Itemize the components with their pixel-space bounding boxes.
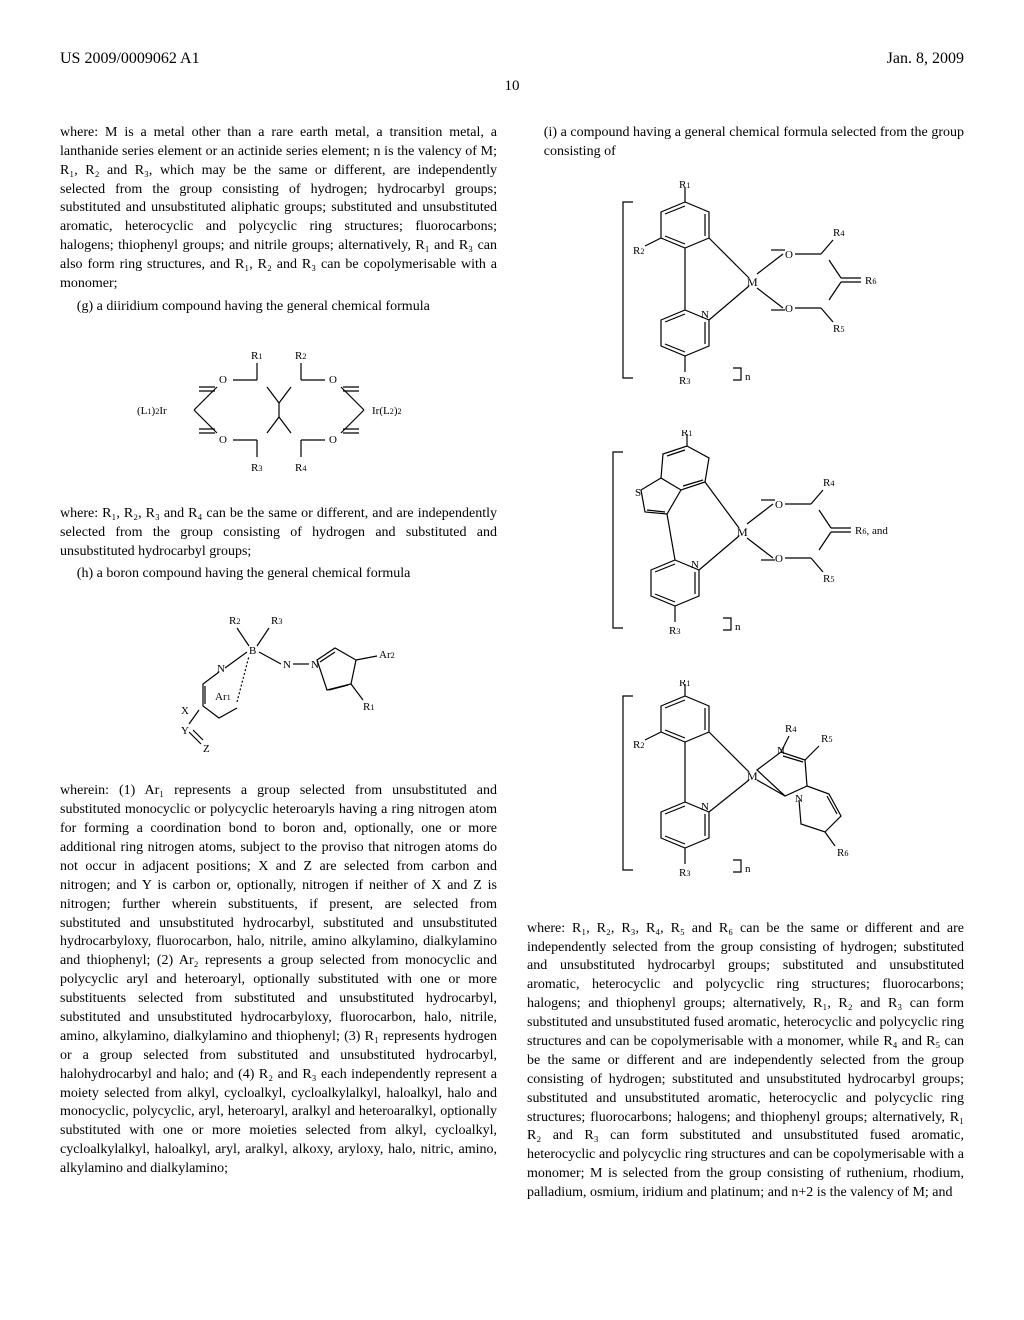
svg-text:R1: R1 bbox=[681, 430, 692, 439]
svg-text:R4: R4 bbox=[833, 227, 844, 239]
svg-text:R1: R1 bbox=[251, 350, 262, 362]
svg-text:N: N bbox=[283, 659, 291, 671]
svg-text:R3: R3 bbox=[679, 867, 690, 879]
svg-text:R4: R4 bbox=[823, 477, 834, 489]
svg-text:R3: R3 bbox=[271, 615, 282, 627]
doc-number: US 2009/0009062 A1 bbox=[60, 48, 200, 70]
figure-complex-3: R1 R2 R3 R4 R5 R6 M N N N n bbox=[527, 680, 964, 900]
svg-text:R3: R3 bbox=[679, 375, 690, 387]
svg-text:N: N bbox=[217, 663, 225, 675]
svg-text:M: M bbox=[737, 525, 748, 539]
svg-text:O: O bbox=[219, 434, 227, 446]
para-i-where: where: R₁, R₂, R₃, R₄, R₅ and R₆ can be … bbox=[527, 920, 964, 1203]
svg-text:O: O bbox=[775, 499, 783, 511]
clause-i: (i) a compound having a general chemical… bbox=[527, 124, 964, 162]
svg-text:O: O bbox=[785, 303, 793, 315]
svg-text:O: O bbox=[775, 553, 783, 565]
para-f-where: where: M is a metal other than a rare ea… bbox=[60, 124, 497, 294]
svg-text:N: N bbox=[777, 745, 785, 757]
svg-text:R6: R6 bbox=[865, 275, 876, 287]
para-g-where: where: R₁, R₂, R₃ and R₄ can be the same… bbox=[60, 505, 497, 562]
figure-diiridium: (L1)2Ir Ir(L2)2 O O O O R1 R2 R3 R4 bbox=[60, 335, 497, 485]
svg-text:O: O bbox=[329, 374, 337, 386]
svg-text:R1: R1 bbox=[363, 701, 374, 713]
page-header: US 2009/0009062 A1 Jan. 8, 2009 bbox=[60, 48, 964, 70]
svg-text:n: n bbox=[745, 371, 751, 383]
columns-wrapper: where: M is a metal other than a rare ea… bbox=[60, 124, 964, 1207]
svg-text:R3: R3 bbox=[251, 462, 262, 474]
svg-text:O: O bbox=[785, 249, 793, 261]
svg-text:n: n bbox=[735, 621, 741, 633]
svg-text:Ir(L2)2: Ir(L2)2 bbox=[372, 405, 402, 417]
svg-text:N: N bbox=[795, 793, 803, 805]
svg-text:B: B bbox=[249, 645, 256, 657]
svg-text:R1: R1 bbox=[679, 680, 690, 689]
svg-text:N: N bbox=[701, 309, 709, 321]
svg-text:R4: R4 bbox=[295, 462, 306, 474]
svg-text:Z: Z bbox=[203, 743, 210, 755]
svg-text:R4: R4 bbox=[785, 723, 796, 735]
svg-text:S: S bbox=[635, 487, 641, 499]
svg-text:n: n bbox=[745, 863, 751, 875]
svg-text:R5: R5 bbox=[833, 323, 844, 335]
right-column: (i) a compound having a general chemical… bbox=[527, 124, 964, 1207]
svg-text:R3: R3 bbox=[669, 625, 680, 637]
svg-text:(L1)2Ir: (L1)2Ir bbox=[137, 405, 167, 417]
svg-text:O: O bbox=[329, 434, 337, 446]
para-h-where: wherein: (1) Ar₁ represents a group sele… bbox=[60, 782, 497, 1179]
figure-complex-1: R1 R2 R3 R4 R5 R6 M N O O n bbox=[527, 180, 964, 410]
svg-text:N: N bbox=[701, 801, 709, 813]
svg-text:M: M bbox=[747, 769, 758, 783]
svg-text:Ar2: Ar2 bbox=[379, 649, 395, 661]
svg-text:N: N bbox=[691, 559, 699, 571]
doc-date: Jan. 8, 2009 bbox=[887, 48, 964, 70]
figure-complex-2: R1 S R3 R4 R5 R6, and M N O O n bbox=[527, 430, 964, 660]
svg-text:R2: R2 bbox=[633, 245, 644, 257]
svg-text:R2: R2 bbox=[295, 350, 306, 362]
svg-text:M: M bbox=[747, 275, 758, 289]
svg-text:O: O bbox=[219, 374, 227, 386]
svg-text:X: X bbox=[181, 705, 189, 717]
svg-text:R5: R5 bbox=[823, 573, 834, 585]
left-column: where: M is a metal other than a rare ea… bbox=[60, 124, 497, 1207]
svg-text:Ar1: Ar1 bbox=[215, 691, 231, 703]
clause-h: (h) a boron compound having the general … bbox=[60, 565, 497, 584]
svg-text:N: N bbox=[311, 659, 319, 671]
svg-text:R1: R1 bbox=[679, 180, 690, 191]
clause-g: (g) a diiridium compound having the gene… bbox=[60, 298, 497, 317]
svg-text:R2: R2 bbox=[229, 615, 240, 627]
svg-text:R2: R2 bbox=[633, 739, 644, 751]
figure-boron: R2 R3 B N N N Ar1 Ar2 X Y Z R1 bbox=[60, 602, 497, 762]
svg-text:R6: R6 bbox=[837, 847, 848, 859]
svg-text:R6, and: R6, and bbox=[855, 525, 888, 537]
svg-text:R5: R5 bbox=[821, 733, 832, 745]
svg-text:Y: Y bbox=[181, 725, 189, 737]
page-number: 10 bbox=[60, 76, 964, 96]
